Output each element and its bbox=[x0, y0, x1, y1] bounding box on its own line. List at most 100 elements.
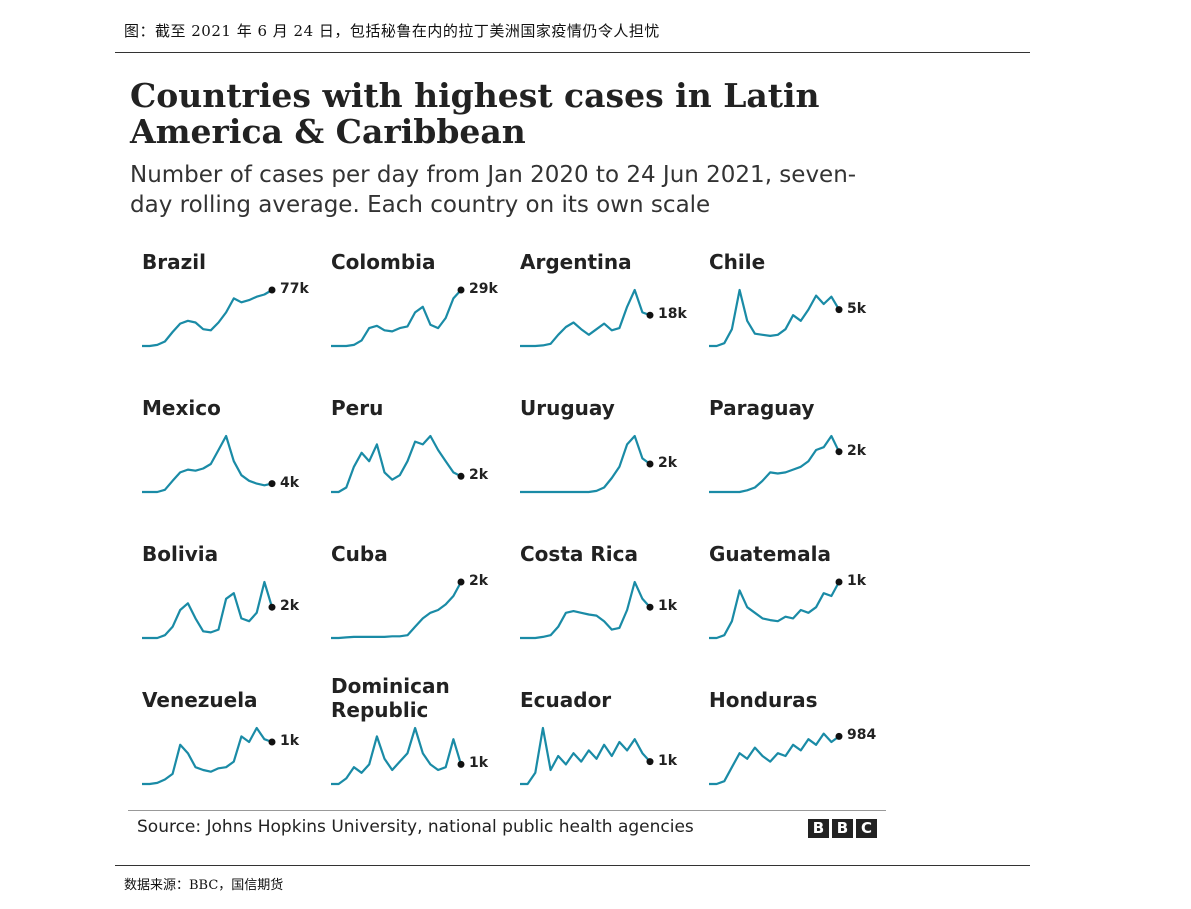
latest-value-label: 1k bbox=[658, 598, 678, 614]
chart-source: Source: Johns Hopkins University, nation… bbox=[137, 817, 694, 837]
latest-point-marker bbox=[646, 460, 654, 468]
panel-title: Colombia bbox=[331, 250, 436, 274]
panel-title: Bolivia bbox=[142, 542, 219, 566]
latest-value-label: 2k bbox=[658, 455, 678, 471]
sparkline-svg bbox=[142, 726, 276, 786]
sparkline-svg bbox=[331, 578, 465, 640]
latest-point-marker bbox=[268, 603, 276, 611]
latest-value-label: 2k bbox=[847, 443, 867, 459]
panel-title: Ecuador bbox=[520, 688, 612, 712]
chart-subtitle: Number of cases per day from Jan 2020 to… bbox=[130, 162, 857, 218]
latest-point-marker bbox=[457, 760, 465, 768]
latest-point-marker bbox=[268, 286, 276, 294]
sparkline-svg bbox=[520, 580, 654, 640]
panel-title: Uruguay bbox=[520, 396, 615, 420]
series-line bbox=[709, 288, 840, 348]
panel-title: Peru bbox=[331, 396, 384, 420]
chart-title: Countries with highest cases in Latin Am… bbox=[130, 76, 820, 151]
latest-point-marker bbox=[835, 732, 843, 740]
series-line bbox=[709, 581, 840, 640]
panel-argentina: Argentina 18k bbox=[508, 250, 687, 380]
panel-bolivia: Bolivia 2k bbox=[130, 542, 305, 672]
panel-title: Honduras bbox=[709, 688, 818, 712]
panel-dominican-republic: Dominican Republic 1k bbox=[319, 674, 494, 818]
panel-title: Guatemala bbox=[709, 542, 831, 566]
panel-cuba: Cuba 2k bbox=[319, 542, 494, 672]
latest-value-label: 2k bbox=[280, 598, 300, 614]
latest-value-label: 1k bbox=[280, 733, 300, 749]
panel-title: Mexico bbox=[142, 396, 221, 420]
series-line bbox=[142, 726, 273, 786]
panel-paraguay: Paraguay 2k bbox=[697, 396, 872, 526]
latest-value-label: 1k bbox=[658, 753, 678, 769]
top-rule bbox=[115, 52, 1030, 53]
bbc-logo-letter: C bbox=[856, 819, 877, 838]
latest-value-label: 18k bbox=[658, 306, 687, 322]
series-line bbox=[520, 288, 651, 348]
latest-value-label: 5k bbox=[847, 301, 867, 317]
sparkline-svg bbox=[331, 286, 465, 348]
panel-title: Argentina bbox=[520, 250, 632, 274]
latest-point-marker bbox=[457, 578, 465, 586]
panel-mexico: Mexico 4k bbox=[130, 396, 305, 526]
latest-point-marker bbox=[457, 472, 465, 480]
bbc-logo-letter: B bbox=[832, 819, 853, 838]
sparkline-svg bbox=[709, 288, 843, 348]
panel-venezuela: Venezuela 1k bbox=[130, 688, 305, 818]
latest-value-label: 1k bbox=[469, 755, 489, 771]
latest-value-label: 4k bbox=[280, 475, 300, 491]
panel-colombia: Colombia 29k bbox=[319, 250, 498, 380]
panel-title: Brazil bbox=[142, 250, 206, 274]
figure-caption: 图：截至 2021 年 6 月 24 日，包括秘鲁在内的拉丁美洲国家疫情仍令人担… bbox=[124, 22, 660, 40]
latest-value-label: 2k bbox=[469, 467, 489, 483]
sparkline-svg bbox=[520, 434, 654, 494]
panel-title: Cuba bbox=[331, 542, 388, 566]
latest-point-marker bbox=[646, 758, 654, 766]
panel-title: Venezuela bbox=[142, 688, 258, 712]
sparkline-svg bbox=[331, 434, 465, 494]
series-line bbox=[331, 434, 462, 494]
series-line bbox=[331, 289, 462, 348]
latest-point-marker bbox=[457, 286, 465, 294]
series-line bbox=[331, 726, 463, 786]
latest-value-label: 984 bbox=[847, 727, 877, 743]
latest-point-marker bbox=[835, 306, 843, 314]
bbc-logo-letter: B bbox=[808, 819, 829, 838]
panel-peru: Peru 2k bbox=[319, 396, 494, 526]
panel-ecuador: Ecuador 1k bbox=[508, 688, 683, 818]
data-source-note: 数据来源：BBC，国信期货 bbox=[124, 878, 284, 893]
panel-honduras: Honduras 984 bbox=[697, 688, 876, 818]
series-line bbox=[142, 434, 273, 494]
sparkline-svg bbox=[520, 726, 654, 786]
latest-point-marker bbox=[646, 603, 654, 611]
latest-value-label: 2k bbox=[469, 573, 489, 589]
series-line bbox=[142, 289, 273, 348]
sparkline-svg bbox=[142, 580, 276, 640]
latest-point-marker bbox=[835, 578, 843, 586]
sparkline-svg bbox=[142, 434, 276, 494]
panel-brazil: Brazil 77k bbox=[130, 250, 309, 380]
sparkline-svg bbox=[520, 288, 654, 348]
series-line bbox=[709, 732, 840, 786]
latest-point-marker bbox=[268, 480, 276, 488]
sparkline-svg bbox=[709, 434, 843, 494]
latest-point-marker bbox=[646, 311, 654, 319]
latest-point-marker bbox=[268, 738, 276, 746]
panel-title: Chile bbox=[709, 250, 766, 274]
latest-point-marker bbox=[835, 448, 843, 456]
latest-value-label: 29k bbox=[469, 281, 498, 297]
series-line bbox=[331, 581, 462, 640]
series-line bbox=[520, 434, 651, 494]
panel-uruguay: Uruguay 2k bbox=[508, 396, 683, 526]
series-line bbox=[709, 434, 840, 494]
panel-guatemala: Guatemala 1k bbox=[697, 542, 872, 672]
sparkline-svg bbox=[331, 726, 465, 786]
series-line bbox=[520, 726, 651, 786]
sparkline-svg bbox=[142, 286, 276, 348]
panel-chile: Chile 5k bbox=[697, 250, 872, 380]
sparkline-svg bbox=[709, 578, 843, 640]
panel-title: Paraguay bbox=[709, 396, 815, 420]
panel-costa-rica: Costa Rica 1k bbox=[508, 542, 683, 672]
source-rule bbox=[128, 810, 886, 811]
panel-title: Dominican Republic bbox=[331, 674, 450, 722]
